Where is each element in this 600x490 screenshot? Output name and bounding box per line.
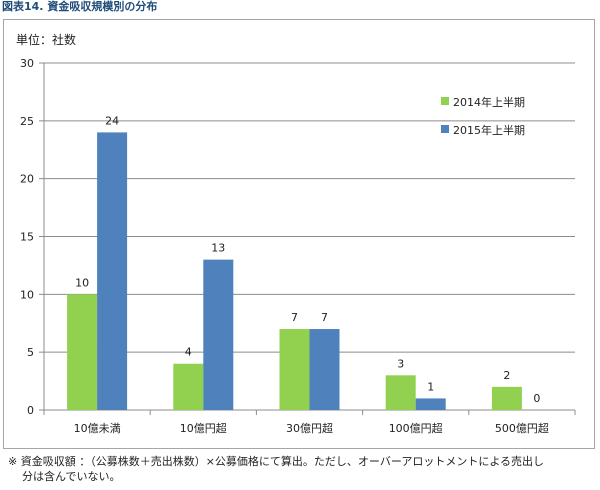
data-label: 24 [105,114,119,127]
x-tick-label: 500億円超 [495,421,549,435]
bar [491,386,522,410]
gridlines [44,62,575,353]
y-tick-label: 0 [27,404,34,417]
legend-swatch [441,97,449,105]
data-label: 4 [185,346,192,359]
footnote: ※ 資金吸収額 ：（公募株数＋売出株数）×公募価格にて算出。ただし、オーバーアロ… [8,454,596,484]
data-label: 2 [503,369,510,382]
figure-title: 図表14. 資金吸収規模別の分布 [2,0,158,13]
bars [67,132,522,410]
y-tick-label: 5 [27,346,34,359]
bar [67,294,98,410]
unit-label: 単位：社数 [16,32,76,47]
bar [203,259,234,410]
bar [279,329,310,410]
bar [173,363,204,410]
data-label: 10 [75,276,89,289]
legend-swatch [441,125,449,133]
footnote-line-1: ※ 資金吸収額 ：（公募株数＋売出株数）×公募価格にて算出。ただし、オーバーアロ… [8,455,545,468]
chart-frame: 単位：社数 0 5 10 15 20 25 30 10億未満 10億円超 30億円超 100億円超 5… [3,19,595,449]
bar [415,398,446,410]
legend: 2014年上半期 2015年上半期 [441,95,525,137]
y-tick-label: 25 [20,115,34,128]
footnote-line-2: 分は含んでいない。 [22,470,121,483]
data-label: 7 [291,311,298,324]
data-label: 1 [427,380,434,393]
y-tick-label: 30 [20,57,34,70]
data-label: 3 [397,357,404,370]
bar [385,375,416,410]
x-tick-label: 10億未満 [74,422,121,435]
y-tick-label: 10 [20,288,34,301]
legend-label: 2014年上半期 [453,95,525,109]
data-labels: 10 24 4 13 7 7 3 1 2 0 [75,114,540,405]
x-tick-label: 100億円超 [389,421,443,435]
x-tick-label: 10億円超 [180,421,227,435]
x-tick-label: 30億円超 [286,421,333,435]
y-tick-label: 20 [20,173,34,186]
data-label: 13 [211,242,225,255]
bar [97,132,128,410]
data-label: 0 [533,392,540,405]
legend-label: 2015年上半期 [453,123,525,137]
data-label: 7 [321,311,328,324]
bar [309,329,340,410]
y-tick-label: 15 [20,231,34,244]
